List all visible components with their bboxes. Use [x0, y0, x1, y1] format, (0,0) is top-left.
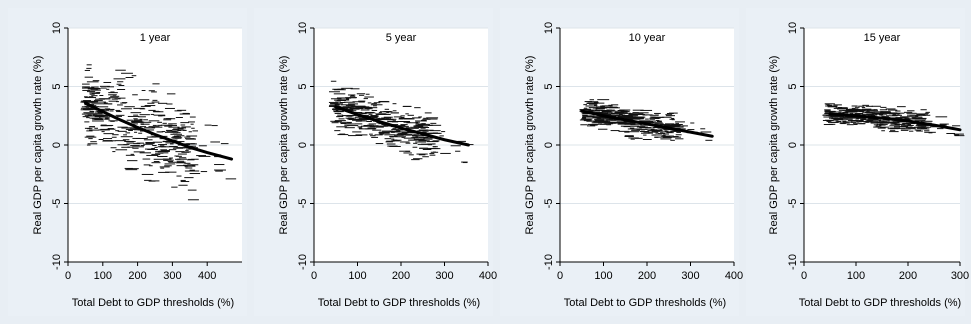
panel-title: 1 year — [140, 32, 171, 44]
y-tick-label: -10 — [297, 254, 309, 270]
x-axis-label: Total Debt to GDP thresholds (%) — [318, 297, 480, 309]
x-tick-label: 100 — [94, 270, 112, 282]
x-tick-label: 300 — [435, 270, 453, 282]
y-axis-label: Real GDP per capita growth rate (%) — [768, 56, 780, 235]
x-tick-label: 400 — [725, 270, 743, 282]
panel-title: 15 year — [864, 32, 901, 44]
x-tick-label: 0 — [311, 270, 317, 282]
y-tick-label: 0 — [297, 142, 309, 148]
x-tick-label: 400 — [198, 270, 216, 282]
y-tick-label: 0 — [51, 142, 63, 148]
x-tick-label: 100 — [348, 270, 366, 282]
x-axis-label: Total Debt to GDP thresholds (%) — [799, 297, 961, 309]
x-tick-label: 0 — [801, 270, 807, 282]
x-tick-label: 300 — [951, 270, 969, 282]
fit-line — [334, 105, 470, 147]
scatter-points — [80, 64, 237, 201]
x-tick-label: 200 — [638, 270, 656, 282]
y-tick-label: -5 — [297, 199, 309, 209]
y-tick-label: 0 — [787, 142, 799, 148]
y-tick-label: -10 — [543, 254, 555, 270]
x-tick-label: 300 — [163, 270, 181, 282]
y-tick-label: 5 — [297, 83, 309, 89]
x-tick-label: 200 — [899, 270, 917, 282]
x-axis-label: Total Debt to GDP thresholds (%) — [72, 297, 234, 309]
y-tick-label: 5 — [543, 83, 555, 89]
y-tick-label: -5 — [543, 199, 555, 209]
x-axis-label: Total Debt to GDP thresholds (%) — [564, 297, 726, 309]
fit-line — [83, 101, 234, 161]
y-axis-label: Real GDP per capita growth rate (%) — [32, 56, 44, 235]
panel-title: 5 year — [386, 32, 417, 44]
x-tick-label: 300 — [681, 270, 699, 282]
y-tick-label: 5 — [51, 83, 63, 89]
y-axis-label: Real GDP per capita growth rate (%) — [524, 56, 536, 235]
fit-line — [828, 112, 962, 132]
y-tick-label: -5 — [51, 199, 63, 209]
x-tick-label: 0 — [557, 270, 563, 282]
y-tick-label: 10 — [51, 22, 63, 34]
fit-line — [580, 109, 714, 138]
y-axis-label: Real GDP per capita growth rate (%) — [278, 56, 290, 235]
y-tick-label: -5 — [787, 199, 799, 209]
x-tick-label: 400 — [479, 270, 497, 282]
y-tick-label: 0 — [543, 142, 555, 148]
y-tick-label: -10 — [787, 254, 799, 270]
x-tick-label: 100 — [594, 270, 612, 282]
scatter-points — [822, 103, 965, 137]
y-tick-label: 5 — [787, 83, 799, 89]
y-tick-label: 10 — [543, 22, 555, 34]
x-tick-label: 0 — [65, 270, 71, 282]
x-tick-label: 200 — [392, 270, 410, 282]
x-tick-label: 100 — [847, 270, 865, 282]
y-tick-label: 10 — [787, 22, 799, 34]
y-tick-label: 10 — [297, 22, 309, 34]
y-tick-label: -10 — [51, 254, 63, 270]
x-tick-label: 200 — [128, 270, 146, 282]
panel-title: 10 year — [629, 32, 666, 44]
